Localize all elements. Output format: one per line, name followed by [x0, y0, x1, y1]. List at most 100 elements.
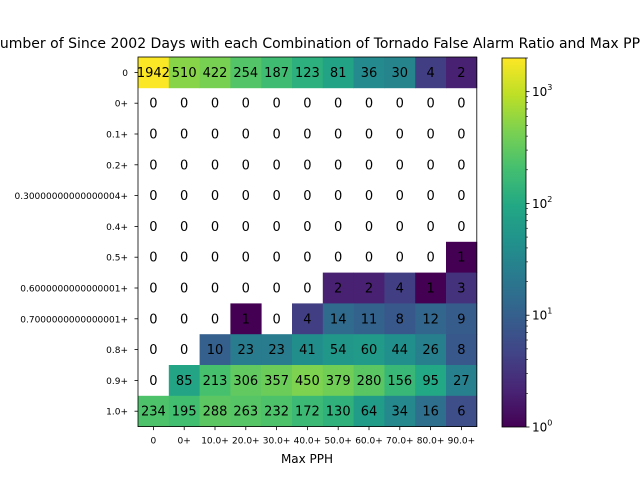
- heatmap-cell: [353, 395, 385, 427]
- heatmap-cell: [353, 334, 385, 366]
- cell-value-label: 36: [361, 66, 378, 81]
- heatmap-cell: [353, 365, 385, 397]
- cell-value-label: 4: [396, 282, 404, 297]
- cell-value-label: 0: [242, 128, 250, 143]
- cell-value-label: 3: [457, 282, 465, 297]
- cell-value-label: 130: [326, 405, 351, 420]
- cell-value-label: 0: [180, 189, 188, 204]
- cell-value-label: 0: [334, 128, 342, 143]
- cell-value-label: 422: [203, 66, 228, 81]
- heatmap-cell: [230, 303, 262, 335]
- colorbar-tick-label: 100: [532, 419, 552, 435]
- cell-value-label: 0: [396, 189, 404, 204]
- cell-value-label: 0: [334, 189, 342, 204]
- cell-value-label: 27: [453, 374, 470, 389]
- heatmap-cell: [138, 57, 170, 89]
- x-tick-label: 70.0+: [386, 437, 414, 447]
- x-tick-label: 0+: [178, 437, 191, 447]
- heatmap-cell: [446, 334, 478, 366]
- cell-value-label: 0: [272, 312, 280, 327]
- cell-value-label: 263: [233, 405, 258, 420]
- heatmap-cell: [230, 57, 262, 89]
- cell-value-label: 0: [426, 251, 434, 266]
- cell-value-label: 0: [149, 312, 157, 327]
- cell-value-label: 172: [295, 405, 320, 420]
- heatmap-cell: [322, 57, 354, 89]
- cell-value-label: 195: [172, 405, 197, 420]
- cell-value-label: 213: [203, 374, 228, 389]
- heatmap-cell: [353, 272, 385, 304]
- cell-value-label: 288: [203, 405, 228, 420]
- heatmap-cell: [446, 365, 478, 397]
- heatmap-cell: [384, 365, 416, 397]
- cell-value-label: 0: [211, 189, 219, 204]
- cell-value-label: 0: [180, 158, 188, 173]
- cell-value-label: 30: [392, 66, 409, 81]
- heatmap-cell: [322, 334, 354, 366]
- heatmap-cell: [199, 57, 231, 89]
- x-tick-label: 30.0+: [263, 437, 291, 447]
- cell-value-label: 0: [149, 282, 157, 297]
- heatmap-cell: [415, 272, 447, 304]
- y-tick-label: 0.30000000000000004+: [15, 192, 128, 202]
- heatmap-cell: [199, 365, 231, 397]
- colorbar: 100 101 102 103: [501, 57, 552, 435]
- cell-value-label: 0: [272, 128, 280, 143]
- cell-value-label: 0: [149, 189, 157, 204]
- heatmap-cell: [384, 272, 416, 304]
- cell-value-label: 0: [211, 128, 219, 143]
- cell-value-label: 254: [233, 66, 258, 81]
- heatmap-cell: [230, 334, 262, 366]
- cell-value-label: 187: [264, 66, 289, 81]
- cell-value-label: 2: [457, 66, 465, 81]
- cell-value-label: 1: [242, 312, 250, 327]
- cell-value-label: 0: [426, 220, 434, 235]
- cell-value-label: 0: [242, 282, 250, 297]
- cell-value-label: 23: [268, 343, 285, 358]
- cell-value-label: 0: [149, 97, 157, 112]
- cell-value-label: 1: [426, 282, 434, 297]
- colorbar-tick-label: 101: [532, 307, 552, 323]
- cell-value-label: 357: [264, 374, 289, 389]
- heatmap-cell: [384, 334, 416, 366]
- colorbar-gradient: [501, 57, 527, 428]
- y-axis: 0 0+ 0.1+ 0.2+ 0.30000000000000004+ 0.4+ 0.5+ 0…: [15, 69, 138, 418]
- cell-value-label: 0: [180, 128, 188, 143]
- cell-value-label: 95: [422, 374, 439, 389]
- heatmap-cell: [292, 365, 324, 397]
- cell-value-label: 0: [396, 158, 404, 173]
- cell-value-label: 0: [457, 158, 465, 173]
- cell-value-label: 0: [242, 189, 250, 204]
- cell-value-label: 23: [238, 343, 255, 358]
- heatmap-cell: [415, 395, 447, 427]
- heatmap-cell: [446, 395, 478, 427]
- x-tick-label: 20.0+: [232, 437, 260, 447]
- heatmap-cell: [261, 334, 293, 366]
- y-tick-label: 0.5+: [106, 254, 128, 264]
- cell-value-label: 450: [295, 374, 320, 389]
- cell-value-label: 0: [242, 251, 250, 266]
- heatmap-cell: [446, 272, 478, 304]
- heatmap-cell: [384, 395, 416, 427]
- cell-value-label: 0: [365, 220, 373, 235]
- cell-value-label: 0: [457, 97, 465, 112]
- y-tick-label: 0: [122, 69, 128, 79]
- x-tick-label: 50.0+: [324, 437, 352, 447]
- heatmap-cell: [168, 57, 200, 89]
- cell-value-label: 0: [334, 220, 342, 235]
- heatmap-cell: [446, 241, 478, 273]
- cell-value-label: 306: [233, 374, 258, 389]
- cell-value-label: 0: [426, 128, 434, 143]
- cell-value-label: 1942: [137, 66, 170, 81]
- cell-value-label: 54: [330, 343, 347, 358]
- cell-value-label: 0: [426, 189, 434, 204]
- cell-value-label: 0: [426, 97, 434, 112]
- cell-value-label: 0: [272, 158, 280, 173]
- heatmap-cell: [415, 303, 447, 335]
- cell-value-label: 2: [334, 282, 342, 297]
- cell-value-label: 0: [303, 189, 311, 204]
- cell-value-label: 0: [303, 220, 311, 235]
- cell-value-label: 0: [180, 97, 188, 112]
- heatmap-cell: [322, 303, 354, 335]
